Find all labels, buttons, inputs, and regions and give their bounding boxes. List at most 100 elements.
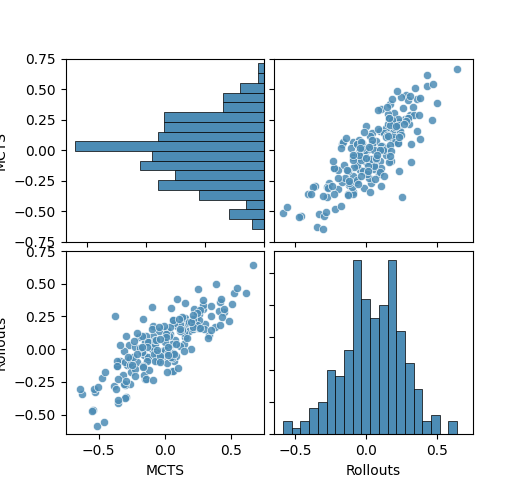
Point <box>359 167 367 175</box>
Point <box>344 177 353 184</box>
Point <box>349 190 357 198</box>
Point <box>283 203 291 210</box>
Bar <box>164 122 264 132</box>
Point <box>368 136 376 143</box>
Point <box>407 158 416 166</box>
Bar <box>370 318 379 434</box>
Point <box>395 118 403 126</box>
Point <box>359 146 368 154</box>
Point <box>144 353 153 361</box>
Point <box>384 132 392 140</box>
Point <box>387 147 395 155</box>
Point <box>155 324 163 331</box>
Point <box>113 363 122 370</box>
Point <box>207 312 215 320</box>
Point <box>355 136 363 144</box>
Point <box>152 353 161 361</box>
Point <box>382 103 391 111</box>
Point <box>169 316 177 324</box>
Point <box>350 163 358 171</box>
Point <box>377 144 385 152</box>
Point <box>354 154 362 162</box>
Point <box>353 176 362 183</box>
Point <box>324 184 332 192</box>
Point <box>397 131 405 139</box>
Point <box>402 92 411 100</box>
Point <box>140 371 148 379</box>
Point <box>395 167 403 175</box>
Point <box>386 121 394 128</box>
Bar <box>223 102 264 112</box>
Point <box>169 367 177 375</box>
Point <box>375 170 384 178</box>
Point <box>121 332 130 340</box>
Point <box>143 357 151 365</box>
Point <box>119 371 127 379</box>
Point <box>401 115 409 122</box>
Point <box>330 164 338 172</box>
Point <box>161 348 170 356</box>
Point <box>370 162 378 170</box>
Point <box>138 315 146 323</box>
Point <box>382 124 390 132</box>
Point <box>313 223 322 230</box>
Point <box>138 332 146 340</box>
Point <box>323 183 331 191</box>
Point <box>352 162 360 170</box>
Bar <box>405 363 414 434</box>
Point <box>377 105 386 113</box>
Point <box>391 138 399 146</box>
Point <box>181 333 190 341</box>
Point <box>364 167 372 175</box>
Point <box>162 343 171 350</box>
Point <box>150 357 159 365</box>
Point <box>405 111 414 119</box>
Point <box>394 139 403 146</box>
Point <box>374 106 383 114</box>
Point <box>175 327 184 335</box>
Point <box>394 121 403 128</box>
Point <box>333 174 342 182</box>
Point <box>427 116 436 124</box>
Point <box>404 114 413 122</box>
Point <box>372 137 380 144</box>
Point <box>125 341 133 348</box>
Point <box>279 209 287 217</box>
Point <box>159 352 167 360</box>
Point <box>349 138 358 145</box>
Point <box>349 153 358 161</box>
Bar <box>327 370 335 434</box>
Point <box>172 340 181 347</box>
Point <box>319 192 327 200</box>
Bar <box>283 422 292 434</box>
Point <box>374 146 382 154</box>
Point <box>167 340 176 348</box>
Point <box>353 162 362 169</box>
Point <box>219 305 228 313</box>
Point <box>373 151 381 159</box>
Point <box>348 183 356 191</box>
Bar <box>335 376 344 434</box>
Point <box>116 342 124 349</box>
Point <box>149 332 158 340</box>
Point <box>138 348 146 356</box>
Point <box>151 336 160 344</box>
Bar <box>158 180 264 190</box>
Bar <box>240 83 264 93</box>
Point <box>192 309 201 317</box>
Point <box>160 323 168 330</box>
Point <box>124 353 133 361</box>
Point <box>129 337 138 345</box>
Point <box>295 213 303 221</box>
Point <box>195 316 203 324</box>
Point <box>181 299 190 306</box>
Point <box>141 338 149 346</box>
Point <box>334 185 343 193</box>
Point <box>192 323 200 330</box>
Point <box>144 355 152 363</box>
Point <box>177 326 186 334</box>
Point <box>387 157 395 165</box>
Point <box>400 120 408 128</box>
X-axis label: Rollouts: Rollouts <box>345 464 401 478</box>
Point <box>119 381 128 388</box>
